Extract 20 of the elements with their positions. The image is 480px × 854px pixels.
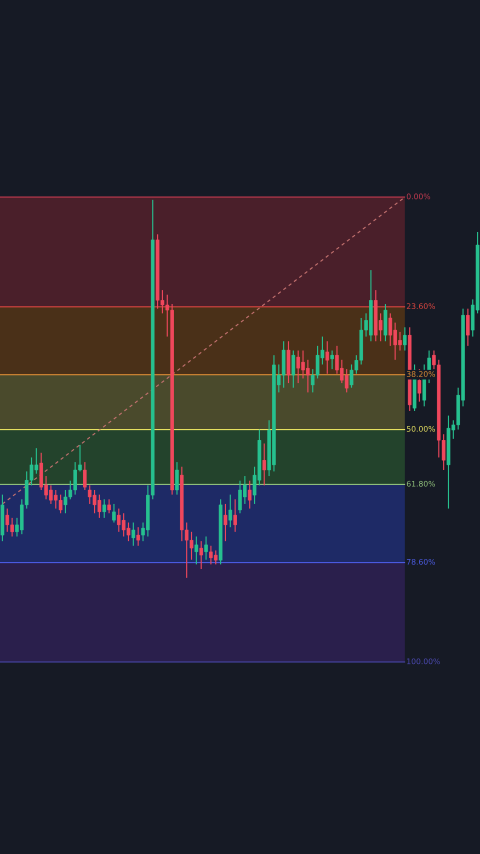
- candlestick: [292, 350, 296, 388]
- candlestick: [102, 498, 106, 518]
- candlestick: [224, 503, 228, 542]
- candlestick: [330, 350, 334, 370]
- candlestick: [228, 494, 232, 528]
- candlestick: [83, 462, 87, 491]
- candlestick: [403, 326, 407, 352]
- candlestick: [248, 480, 252, 510]
- candlestick: [112, 503, 116, 524]
- candlestick: [262, 442, 266, 486]
- candlestick: [466, 308, 470, 346]
- candlestick: [233, 498, 237, 532]
- candlestick: [204, 536, 208, 560]
- candlestick: [199, 540, 204, 570]
- candlestick: [136, 526, 140, 546]
- candlestick: [107, 498, 111, 514]
- candlestick: [175, 462, 179, 496]
- candlestick: [194, 536, 198, 565]
- candlestick: [132, 522, 136, 546]
- candlestick: [325, 340, 330, 374]
